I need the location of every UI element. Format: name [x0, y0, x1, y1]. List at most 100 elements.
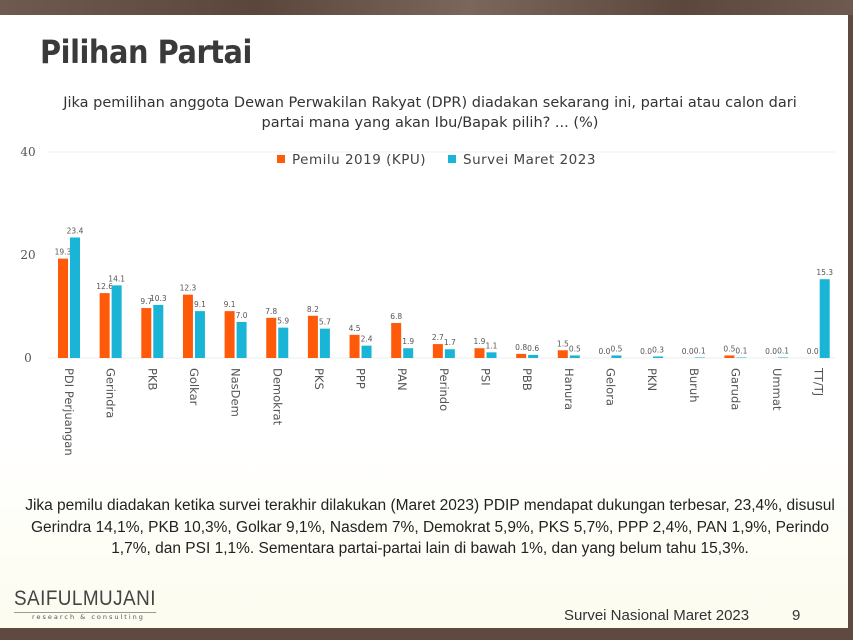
- x-tick-label: Ummat: [770, 368, 784, 411]
- data-label: 0.0: [765, 347, 777, 356]
- data-label: 12.6: [96, 282, 113, 291]
- bar-2023: [319, 328, 330, 358]
- bar-2019: [307, 315, 318, 358]
- x-tick-label: PKB: [145, 368, 159, 390]
- x-tick-label: Demokrat: [270, 368, 284, 426]
- x-tick-label: PSI: [479, 368, 493, 386]
- bar-2023: [611, 355, 622, 358]
- x-tick-label: PDI Perjuangan: [62, 368, 76, 456]
- legend-swatch-1: [277, 155, 285, 163]
- bar-2023: [528, 354, 539, 358]
- data-label: 0.6: [527, 344, 539, 353]
- x-tick-label: Gelora: [603, 368, 617, 406]
- data-label: 0.3: [652, 345, 664, 354]
- bar-2019: [99, 293, 110, 358]
- data-label: 10.3: [150, 294, 167, 303]
- legend-swatch-2: [448, 155, 456, 163]
- data-label: 14.1: [108, 274, 125, 283]
- x-tick-label: Gerindra: [104, 368, 118, 418]
- bar-2023: [444, 349, 455, 358]
- data-label: 1.9: [402, 337, 414, 346]
- data-label: 19.3: [55, 248, 72, 257]
- survey-question: Jika pemilihan anggota Dewan Perwakilan …: [63, 95, 797, 131]
- bar-2019: [391, 322, 402, 358]
- x-tick-label: PKS: [312, 368, 326, 390]
- data-label: 0.8: [515, 343, 527, 352]
- data-label: 9.1: [194, 300, 206, 309]
- legend-label-1: Pemilu 2019 (KPU): [292, 152, 426, 168]
- logo-subtext: research & consulting: [32, 613, 145, 621]
- data-label: 0.0: [682, 347, 694, 356]
- logo-text: SAIFULMUJANI: [14, 587, 156, 613]
- x-tick-label: Hanura: [562, 368, 576, 410]
- data-label: 0.1: [735, 346, 747, 355]
- x-tick-label: NasDem: [229, 368, 243, 417]
- data-label: 0.0: [640, 347, 652, 356]
- bar-2019: [557, 350, 568, 358]
- data-label: 0.1: [694, 346, 706, 355]
- data-label: 9.7: [140, 297, 152, 306]
- x-tick-label: PBB: [520, 368, 534, 391]
- bar-2023: [819, 279, 830, 358]
- x-tick-label: Golkar: [187, 368, 201, 406]
- data-label: 7.0: [236, 311, 248, 320]
- bar-2019: [182, 294, 193, 358]
- legend-label-2: Survei Maret 2023: [463, 152, 596, 168]
- bar-2023: [694, 357, 705, 358]
- data-label: 0.0: [598, 347, 610, 356]
- bar-2023: [778, 357, 789, 358]
- presentation-frame: [0, 0, 853, 15]
- data-label: 15.3: [816, 268, 833, 277]
- summary-text: Jika pemilu diadakan ketika survei terak…: [25, 497, 835, 557]
- bar-2019: [516, 353, 527, 358]
- footer-text: Survei Nasional Maret 2023: [564, 607, 750, 624]
- data-label: 1.7: [444, 338, 456, 347]
- x-tick-label: Perindo: [437, 368, 451, 411]
- bar-2019: [432, 344, 443, 358]
- data-label: 0.1: [777, 346, 789, 355]
- data-label: 5.7: [319, 318, 331, 327]
- bar-2019: [224, 311, 235, 358]
- data-label: 23.4: [67, 226, 84, 235]
- data-label: 0.5: [723, 344, 735, 353]
- bar-2023: [111, 285, 122, 358]
- x-tick-label: PPP: [354, 368, 368, 389]
- x-tick-label: PAN: [395, 368, 409, 391]
- bar-2023: [153, 304, 164, 358]
- data-label: 5.9: [277, 317, 289, 326]
- x-tick-label: Buruh: [687, 368, 701, 402]
- bar-2023: [194, 311, 205, 358]
- data-label: 8.2: [307, 305, 319, 314]
- data-label: 9.1: [224, 300, 236, 309]
- bar-2019: [724, 355, 735, 358]
- bar-2023: [236, 321, 247, 358]
- bar-2019: [266, 317, 277, 358]
- data-label: 0.5: [610, 344, 622, 353]
- slide-title: Pilihan Partai: [40, 33, 252, 71]
- y-tick-label: 20: [20, 248, 35, 262]
- bar-2023: [278, 327, 289, 358]
- bar-2023: [403, 348, 414, 358]
- bar-2023: [70, 237, 80, 358]
- page-number: 9: [792, 607, 801, 624]
- y-tick-label: 0: [24, 351, 32, 365]
- data-label: 12.3: [180, 284, 197, 293]
- bar-2019: [141, 308, 152, 358]
- bar-2023: [736, 357, 747, 358]
- data-label: 7.8: [265, 307, 277, 316]
- x-tick-label: TT/TJ: [812, 367, 826, 396]
- bar-2023: [569, 355, 580, 358]
- data-label: 0.5: [569, 344, 581, 353]
- data-label: 6.8: [390, 312, 402, 321]
- y-tick-label: 40: [20, 145, 35, 159]
- x-tick-label: PKN: [645, 368, 659, 391]
- data-label: 2.7: [432, 333, 444, 342]
- data-label: 0.0: [807, 347, 819, 356]
- logo: SAIFULMUJANI research & consulting: [14, 587, 172, 621]
- bar-2023: [653, 356, 664, 358]
- x-tick-label: Garuda: [728, 368, 742, 410]
- data-label: 2.4: [361, 335, 373, 344]
- bar-2019: [474, 348, 485, 358]
- bar-2023: [486, 352, 497, 358]
